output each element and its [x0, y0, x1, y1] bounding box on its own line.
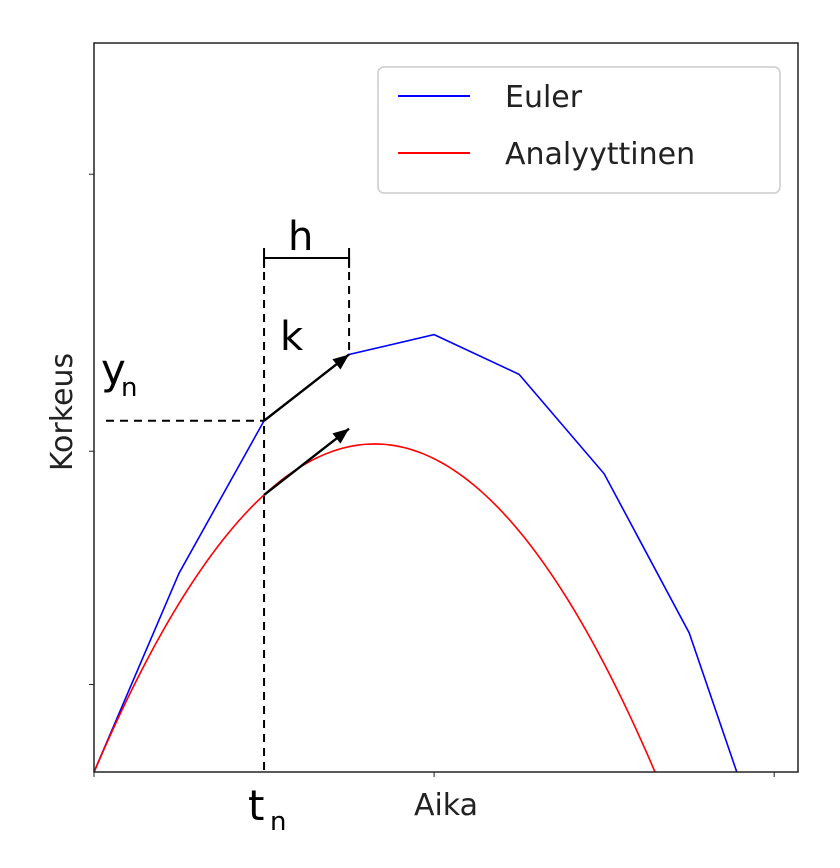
series-euler-line [94, 333, 738, 772]
legend-label-euler: Euler [505, 80, 583, 115]
k-arrow-analytic-head [332, 428, 350, 444]
k-arrow-euler-head [332, 354, 350, 370]
h-label: h [288, 214, 313, 260]
y-axis-label: Korkeus [45, 353, 80, 471]
tn-label-main: t [248, 781, 264, 830]
plot-area [89, 173, 775, 777]
legend-box [377, 66, 781, 194]
x-axis-label: Aika [414, 788, 478, 823]
tn-label: t n [248, 781, 286, 837]
k-label: k [280, 314, 304, 360]
k-arrow-euler-shaft [263, 353, 350, 422]
yn-label-sub: n [121, 373, 137, 403]
yn-label: y n [101, 345, 137, 403]
series-analyyttinen-line [94, 443, 656, 772]
axes-frame [93, 42, 799, 773]
legend-label-analyyttinen: Analyyttinen [505, 137, 695, 172]
legend: Euler Analyyttinen [377, 66, 781, 194]
yn-label-main: y [101, 345, 126, 394]
tn-label-sub: n [270, 807, 286, 837]
k-arrow-analytic-shaft [263, 427, 350, 496]
